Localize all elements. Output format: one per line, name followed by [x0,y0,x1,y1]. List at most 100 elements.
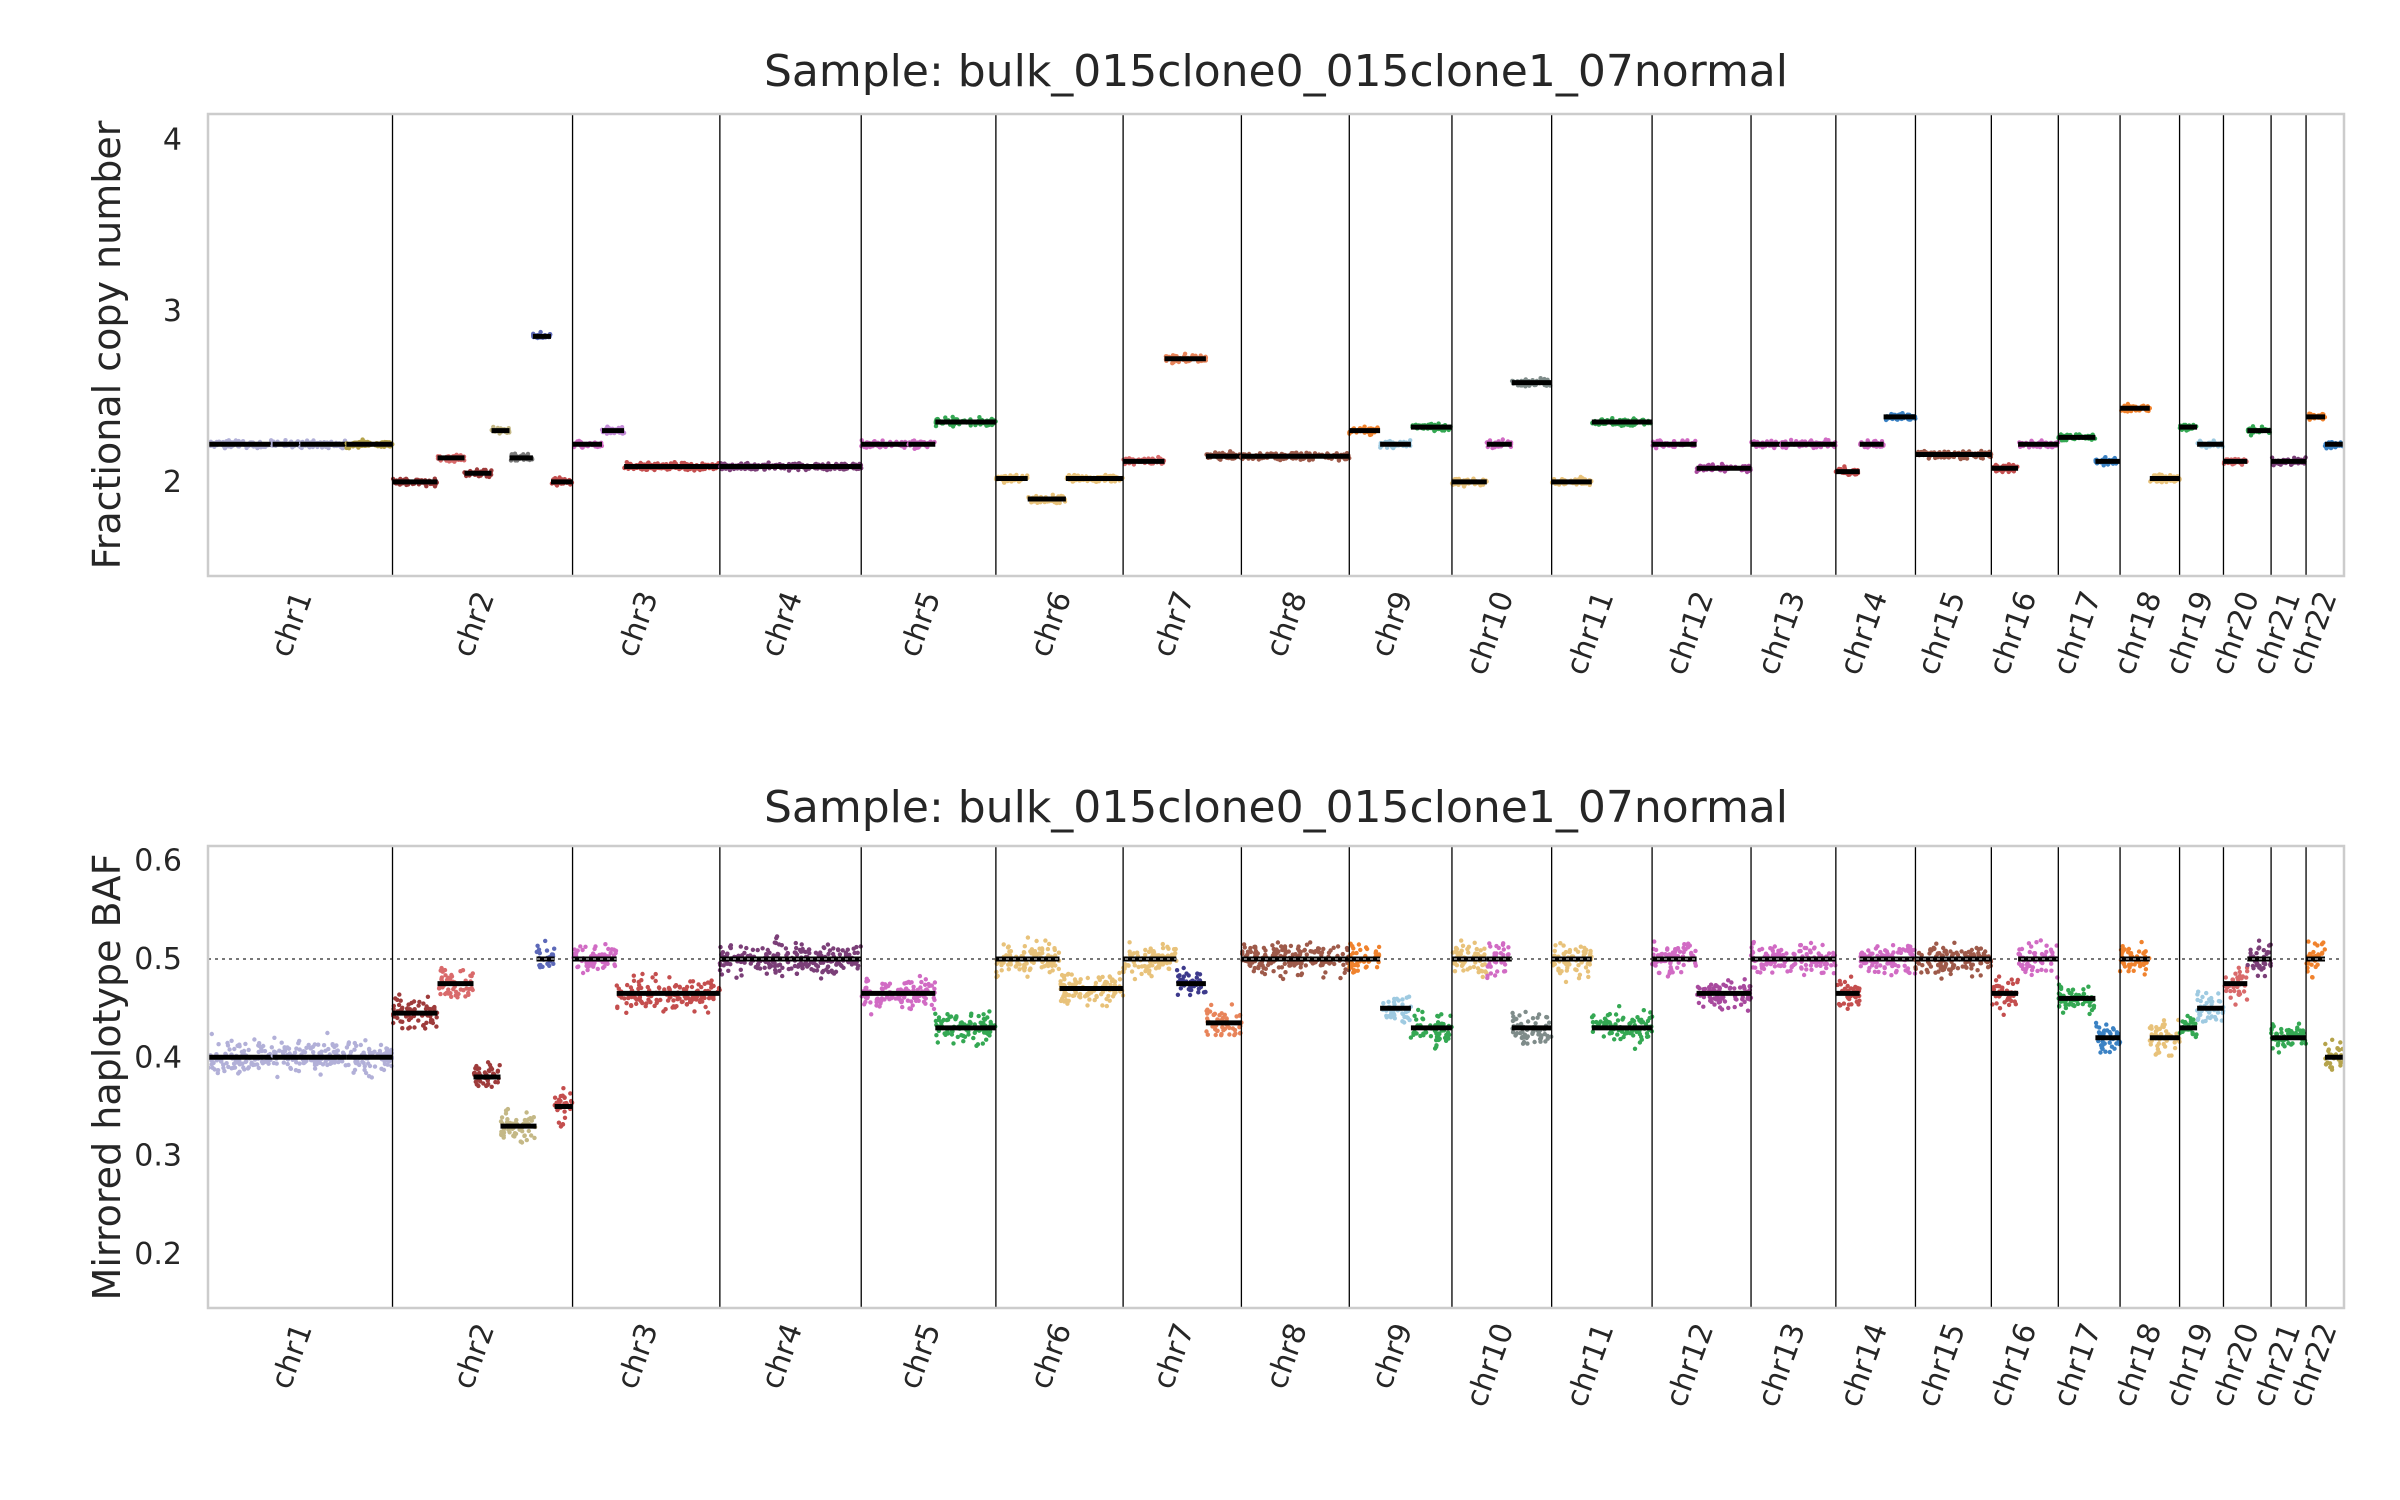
chromosome-chr22 [2306,411,2344,451]
data-point [318,1072,323,1077]
data-point [568,1091,573,1096]
data-point [485,1060,491,1065]
data-point [321,1043,327,1048]
data-point [1050,492,1056,497]
data-point [684,984,690,990]
data-point [1021,950,1027,955]
data-point [283,438,288,443]
data-point [377,1048,383,1054]
data-point [945,1012,950,1017]
chromosome-chr11 [1549,416,1653,488]
data-point [818,950,823,955]
data-point [1027,967,1032,973]
data-point [917,973,923,979]
data-point [910,1003,915,1008]
data-point [688,979,693,984]
data-point [237,1069,242,1075]
data-point [409,1000,414,1006]
data-point [764,971,769,976]
data-point [837,952,843,957]
data-point [719,972,725,977]
data-point [311,1050,316,1055]
data-point [900,1004,905,1010]
data-point [474,467,480,472]
chromosome-chr13 [1749,437,1838,451]
data-point [977,415,982,420]
data-point [818,960,823,965]
data-point [535,943,540,948]
data-point [671,998,676,1003]
chromosome-chr8 [1239,450,1352,463]
data-point [416,1003,421,1008]
data-point [212,1067,217,1072]
data-point [412,1007,417,1012]
data-point [624,1010,629,1015]
data-point [1228,449,1233,454]
data-point [882,982,888,987]
data-point [274,1061,279,1066]
data-point [2259,424,2265,429]
data-point [679,460,684,466]
y-tick-label: 2 [163,465,182,500]
data-point [302,1060,308,1065]
data-point [624,1001,629,1006]
data-point [503,1108,509,1113]
data-point [824,967,829,972]
data-point [592,946,597,952]
data-point [574,951,579,956]
data-point [595,966,600,972]
data-point [1056,950,1062,955]
data-point [1014,964,1019,969]
data-point [221,1062,226,1067]
data-point [706,996,712,1001]
data-point [692,1009,697,1014]
data-point [554,1100,559,1105]
data-point [780,965,785,970]
data-point [865,978,871,983]
data-point [1408,438,1413,443]
data-point [472,1070,477,1076]
data-point [750,947,756,952]
data-point [497,1063,502,1068]
data-point [244,1059,249,1064]
chromosome-chr19 [2177,422,2225,450]
data-point [615,1005,620,1011]
data-point [1719,461,1725,467]
data-point [332,1060,337,1065]
data-point [786,966,791,972]
data-point [835,947,841,952]
data-point [906,979,911,985]
data-point [911,984,916,989]
chromosome-chr2 [391,938,575,1145]
data-point [227,1047,232,1052]
data-point [242,1067,247,1072]
data-point [524,1110,529,1115]
data-point [705,1010,711,1015]
data-point [243,1041,248,1047]
data-point [821,945,826,950]
data-point [272,1049,277,1054]
data-point [794,971,800,976]
data-point [277,1048,282,1053]
data-point [1500,437,1506,442]
data-point [222,1068,227,1074]
data-point [275,1074,280,1080]
data-point [830,970,835,975]
data-point [883,985,888,990]
data-point [239,1049,245,1055]
data-point [294,1046,299,1051]
data-point [222,446,228,451]
data-point [538,963,543,968]
data-point [495,1069,500,1074]
data-point [2039,438,2044,443]
data-point [1048,962,1054,967]
data-point [286,1046,292,1051]
data-point [544,948,550,953]
data-point [852,950,857,956]
data-point [658,997,663,1003]
data-point [246,1047,251,1053]
data-point [269,1045,274,1050]
data-point [606,946,611,952]
data-point [798,949,804,954]
data-point [773,967,778,973]
